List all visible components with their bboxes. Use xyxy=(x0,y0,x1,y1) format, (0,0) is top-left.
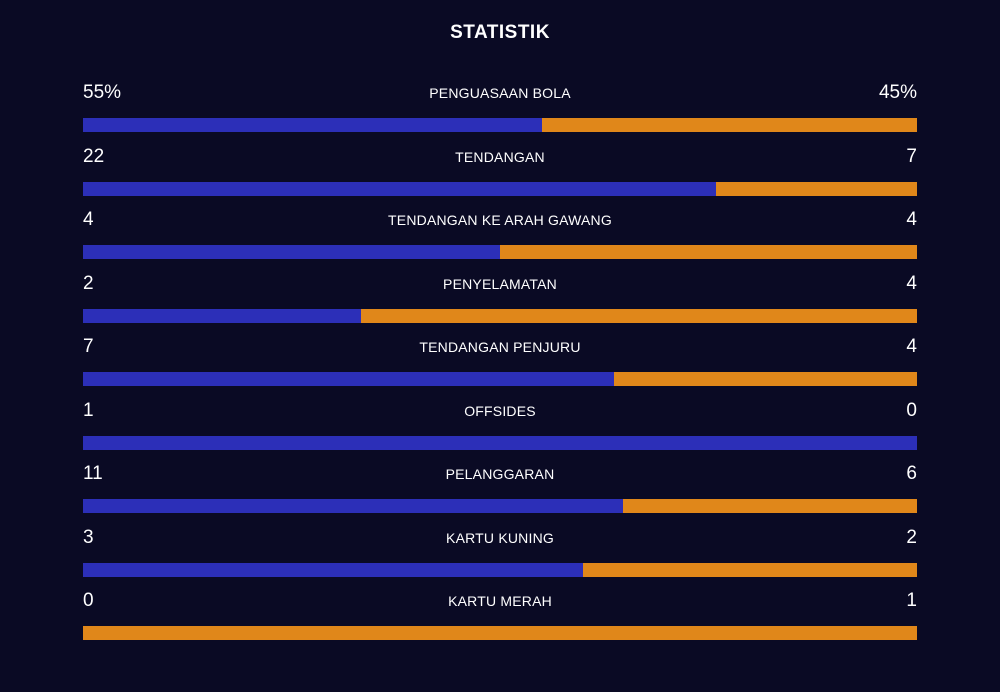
stat-row: 22 TENDANGAN 7 xyxy=(83,144,917,208)
stat-header: 1 OFFSIDES 0 xyxy=(83,398,917,428)
home-bar-segment xyxy=(83,245,500,259)
home-value: 22 xyxy=(83,145,105,167)
stat-row: 2 PENYELAMATAN 4 xyxy=(83,271,917,335)
stat-row: 55% PENGUASAAN BOLA 45% xyxy=(83,80,917,144)
home-value: 1 xyxy=(83,399,94,421)
stat-row: 7 TENDANGAN PENJURU 4 xyxy=(83,334,917,398)
comparison-bar xyxy=(83,626,917,640)
stats-list: 55% PENGUASAAN BOLA 45% 22 TENDANGAN 7 4 TENDAN… xyxy=(83,80,917,652)
away-value: 45% xyxy=(878,82,917,103)
home-bar-segment xyxy=(83,118,542,132)
stat-row: 0 KARTU MERAH 1 xyxy=(83,588,917,652)
away-bar-segment xyxy=(613,372,917,386)
stat-label: KARTU KUNING xyxy=(446,529,554,546)
stat-label: TENDANGAN PENJURU xyxy=(419,339,581,355)
home-value: 2 xyxy=(83,272,94,294)
away-value: 7 xyxy=(906,145,917,167)
stat-header: 22 TENDANGAN 7 xyxy=(83,144,917,174)
comparison-bar xyxy=(83,499,917,513)
home-bar-segment xyxy=(83,372,614,386)
away-bar-segment xyxy=(500,245,917,259)
stat-header: 55% PENGUASAAN BOLA 45% xyxy=(83,80,917,110)
stat-row: 4 TENDANGAN KE ARAH GAWANG 4 xyxy=(83,207,917,271)
page-title: STATISTIK xyxy=(450,22,550,43)
stat-header: 11 PELANGGARAN 6 xyxy=(83,461,917,491)
away-value: 6 xyxy=(906,463,917,484)
comparison-bar xyxy=(83,118,917,132)
home-value: 11 xyxy=(83,463,103,484)
home-value: 4 xyxy=(83,209,94,230)
stat-row: 11 PELANGGARAN 6 xyxy=(83,461,917,525)
stat-header: 2 PENYELAMATAN 4 xyxy=(83,271,917,301)
comparison-bar xyxy=(83,308,917,323)
stat-header: 0 KARTU MERAH 1 xyxy=(83,588,917,618)
away-value: 1 xyxy=(906,590,917,611)
comparison-bar xyxy=(83,435,917,450)
away-value: 4 xyxy=(906,272,917,294)
stat-header: 3 KARTU KUNING 2 xyxy=(83,525,917,555)
away-value: 4 xyxy=(906,336,917,357)
home-value: 55% xyxy=(83,82,122,103)
home-bar-segment xyxy=(83,499,623,513)
home-value: 7 xyxy=(83,336,94,357)
stat-label: KARTU MERAH xyxy=(448,593,552,609)
comparison-bar xyxy=(83,181,917,196)
stat-label: TENDANGAN xyxy=(455,148,545,165)
away-value: 4 xyxy=(906,209,917,230)
home-bar-segment xyxy=(83,562,584,577)
stat-header: 4 TENDANGAN KE ARAH GAWANG 4 xyxy=(83,207,917,237)
away-value: 0 xyxy=(906,399,917,421)
away-bar-segment xyxy=(622,499,917,513)
stat-label: PENGUASAAN BOLA xyxy=(429,85,571,101)
away-bar-segment xyxy=(715,181,917,196)
comparison-bar xyxy=(83,372,917,386)
home-bar-segment xyxy=(83,435,917,450)
comparison-bar xyxy=(83,562,917,577)
stat-row: 1 OFFSIDES 0 xyxy=(83,398,917,462)
stat-row: 3 KARTU KUNING 2 xyxy=(83,525,917,589)
away-bar-segment xyxy=(360,308,917,323)
away-value: 2 xyxy=(906,526,917,548)
stat-label: OFFSIDES xyxy=(464,402,536,419)
home-bar-segment xyxy=(83,308,361,323)
stat-label: PELANGGARAN xyxy=(445,466,555,482)
away-bar-segment xyxy=(583,562,917,577)
stat-label: PENYELAMATAN xyxy=(443,275,557,292)
stat-header: 7 TENDANGAN PENJURU 4 xyxy=(83,334,917,364)
home-bar-segment xyxy=(83,181,716,196)
home-value: 3 xyxy=(83,526,94,548)
home-value: 0 xyxy=(83,590,94,611)
away-bar-segment xyxy=(541,118,917,132)
comparison-bar xyxy=(83,245,917,259)
stat-label: TENDANGAN KE ARAH GAWANG xyxy=(388,212,612,228)
away-bar-segment xyxy=(83,626,917,640)
